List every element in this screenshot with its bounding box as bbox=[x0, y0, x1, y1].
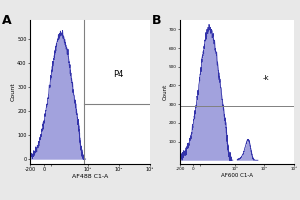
Y-axis label: Count: Count bbox=[162, 84, 167, 100]
X-axis label: AF600 C1-A: AF600 C1-A bbox=[221, 173, 253, 178]
Text: A: A bbox=[2, 14, 11, 27]
Text: B: B bbox=[152, 14, 161, 27]
X-axis label: AF488 C1-A: AF488 C1-A bbox=[72, 174, 108, 179]
Text: -k: -k bbox=[262, 75, 269, 81]
Y-axis label: Count: Count bbox=[11, 83, 16, 101]
Text: P4: P4 bbox=[114, 70, 124, 79]
